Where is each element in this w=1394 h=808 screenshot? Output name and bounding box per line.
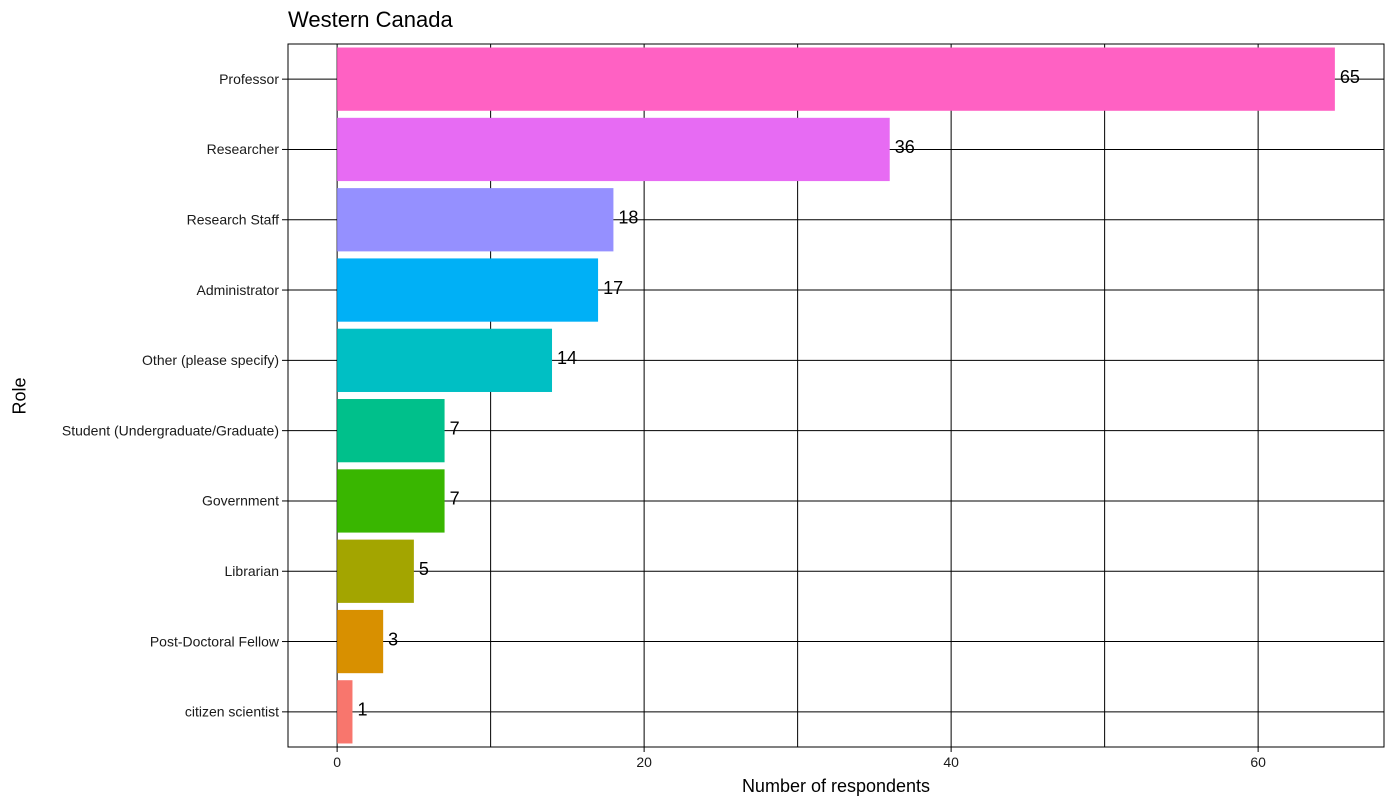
y-tick-label: Researcher xyxy=(207,141,280,157)
bar-value-label: 7 xyxy=(450,418,460,438)
bar-value-label: 18 xyxy=(618,208,638,228)
bar-value-label: 7 xyxy=(450,489,460,509)
y-tick-label: Research Staff xyxy=(187,211,279,227)
x-tick-label: 40 xyxy=(943,754,959,770)
y-tick-label: Librarian xyxy=(225,563,279,579)
x-axis-title: Number of respondents xyxy=(741,776,931,796)
bar xyxy=(337,609,384,674)
bar xyxy=(337,188,614,252)
bar-value-label: 65 xyxy=(1340,67,1360,87)
bar xyxy=(337,47,1335,111)
axes: Professor Researcher Research Staff Adminis… xyxy=(62,43,1385,770)
y-axis-title: Role xyxy=(9,377,30,415)
bar-value-label: 3 xyxy=(388,629,398,649)
bar xyxy=(337,680,353,744)
bar-value-label: 17 xyxy=(603,278,623,298)
x-tick-label: 60 xyxy=(1250,754,1266,770)
bar-value-label: 5 xyxy=(419,559,429,579)
plot-border xyxy=(287,43,1385,748)
bars xyxy=(337,47,1335,744)
bar xyxy=(337,399,445,463)
x-tick-label: 20 xyxy=(636,754,652,770)
y-tick-label: Other (please specify) xyxy=(142,352,279,368)
bar-value-label: 36 xyxy=(895,137,915,157)
y-tick-label: Government xyxy=(202,493,279,509)
y-tick-label: Professor xyxy=(219,71,279,87)
y-tick-label: Administrator xyxy=(197,282,280,298)
bar-value-label: 14 xyxy=(557,348,577,368)
chart-title: Western Canada xyxy=(288,7,453,32)
y-tick-label: citizen scientist xyxy=(185,704,279,720)
bar-value-label: 1 xyxy=(357,700,367,720)
bar xyxy=(337,469,445,533)
x-tick-label: 0 xyxy=(333,754,341,770)
y-tick-label: Student (Undergraduate/Graduate) xyxy=(62,422,279,438)
y-tick-label: Post-Doctoral Fellow xyxy=(150,633,280,649)
bar xyxy=(337,117,890,182)
bar xyxy=(337,328,553,392)
bar xyxy=(337,539,414,603)
data-labels: 65 36 18 17 14 7 7 5 3 1 xyxy=(357,67,1359,720)
bar xyxy=(337,258,599,322)
